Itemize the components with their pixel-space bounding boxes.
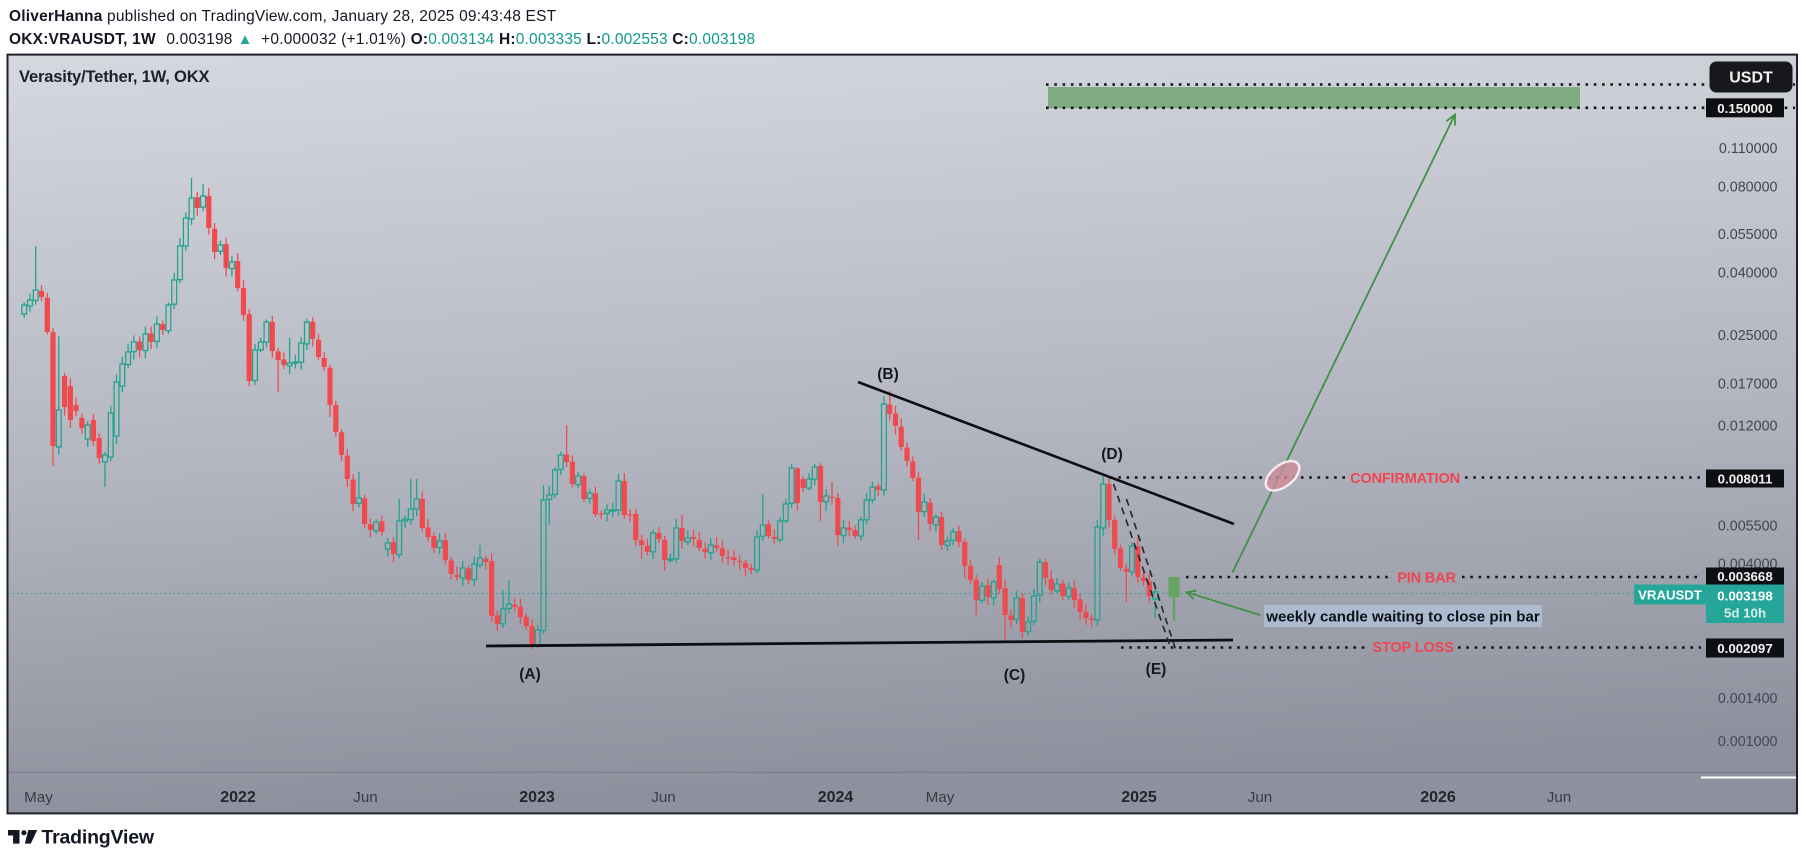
svg-text:TradingView: TradingView: [42, 827, 155, 849]
svg-text:STOP LOSS: STOP LOSS: [1372, 640, 1454, 656]
svg-text:Jun: Jun: [651, 789, 676, 806]
svg-text:OKX:VRAUSDT, 1W 0.003198▲ +0.0: OKX:VRAUSDT, 1W 0.003198 ▲ +0.000032 (+1.…: [9, 31, 755, 48]
svg-text:USDT: USDT: [1729, 70, 1773, 87]
svg-text:weekly candle waiting to close: weekly candle waiting to close pin bar: [1265, 609, 1540, 626]
svg-text:(C): (C): [1004, 667, 1026, 684]
svg-text:Jun: Jun: [1547, 789, 1572, 806]
svg-text:Jun: Jun: [1248, 789, 1273, 806]
svg-text:0.012000: 0.012000: [1718, 419, 1778, 435]
svg-text:0.008011: 0.008011: [1718, 472, 1773, 487]
svg-text:2026: 2026: [1420, 789, 1456, 806]
svg-text:0.003668: 0.003668: [1717, 569, 1772, 584]
svg-text:0.001000: 0.001000: [1718, 734, 1778, 750]
svg-text:2023: 2023: [519, 789, 555, 806]
svg-text:(B): (B): [877, 366, 899, 383]
svg-text:0.040000: 0.040000: [1718, 266, 1778, 282]
svg-text:(A): (A): [519, 666, 541, 683]
svg-text:(E): (E): [1146, 661, 1167, 678]
svg-text:2024: 2024: [818, 789, 854, 806]
svg-text:May: May: [24, 789, 53, 806]
svg-text:0.001400: 0.001400: [1718, 691, 1778, 707]
svg-text:0.055000: 0.055000: [1718, 227, 1778, 243]
svg-text:0.017000: 0.017000: [1718, 377, 1778, 393]
svg-text:2022: 2022: [220, 789, 256, 806]
svg-text:2025: 2025: [1121, 789, 1157, 806]
svg-text:0.005500: 0.005500: [1718, 519, 1778, 535]
svg-text:CONFIRMATION: CONFIRMATION: [1350, 471, 1460, 487]
svg-text:0.003198: 0.003198: [1717, 589, 1772, 604]
svg-text:(D): (D): [1101, 446, 1123, 463]
svg-text:0.080000: 0.080000: [1718, 180, 1778, 196]
svg-text:VRAUSDT: VRAUSDT: [1638, 588, 1702, 603]
svg-text:OliverHanna published on Tradi: OliverHanna published on TradingView.com…: [9, 8, 557, 25]
svg-text:0.150000: 0.150000: [1717, 101, 1772, 116]
svg-text:0.002097: 0.002097: [1717, 641, 1772, 656]
svg-text:Jun: Jun: [353, 789, 378, 806]
svg-text:PIN BAR: PIN BAR: [1397, 571, 1456, 587]
svg-text:0.110000: 0.110000: [1719, 141, 1778, 157]
svg-text:0.025000: 0.025000: [1718, 328, 1778, 344]
svg-text:May: May: [926, 789, 955, 806]
svg-text:5d 10h: 5d 10h: [1724, 606, 1766, 621]
svg-text:Verasity/Tether, 1W, OKX: Verasity/Tether, 1W, OKX: [19, 67, 210, 86]
